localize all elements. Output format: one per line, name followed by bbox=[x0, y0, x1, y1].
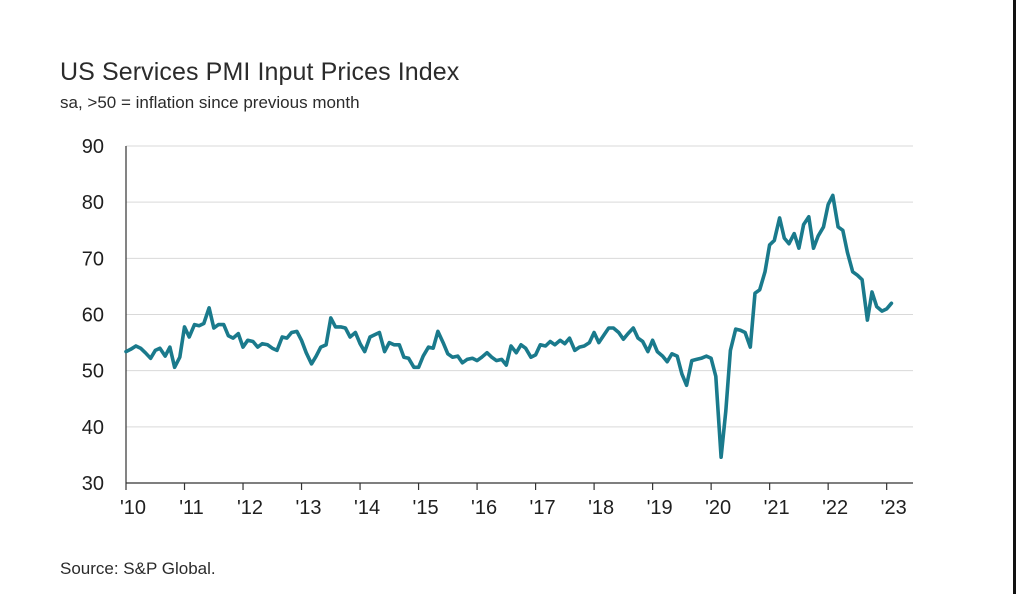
x-tick-label: '14 bbox=[354, 497, 380, 519]
axes bbox=[125, 146, 913, 490]
frame-border bbox=[1013, 0, 1016, 594]
x-tick-label: '18 bbox=[588, 497, 614, 519]
x-tick-label: '21 bbox=[764, 497, 790, 519]
y-tick-label: 40 bbox=[82, 417, 104, 439]
x-tick-label: '17 bbox=[530, 497, 556, 519]
y-tick-label: 90 bbox=[82, 136, 104, 158]
source-note: Source: S&P Global. bbox=[60, 559, 216, 578]
x-tick-label: '13 bbox=[295, 497, 321, 519]
x-tick-label: '12 bbox=[237, 497, 263, 519]
x-tick-label: '16 bbox=[471, 497, 497, 519]
x-tick-label: '19 bbox=[647, 497, 673, 519]
chart-subtitle: sa, >50 = inflation since previous month bbox=[60, 93, 360, 112]
x-tick-label: '11 bbox=[179, 497, 204, 519]
x-tick-label: '23 bbox=[881, 497, 907, 519]
x-tick-label: '22 bbox=[822, 497, 848, 519]
gridlines bbox=[126, 145, 913, 428]
y-tick-label: 50 bbox=[82, 361, 104, 383]
x-tick-label: '15 bbox=[413, 497, 439, 519]
series-group bbox=[124, 193, 894, 459]
x-axis-tick-labels: '10 '11 '12 '13 '14 '15 '16 '17 '18 '19 '20 '21 '22 '… bbox=[120, 497, 907, 519]
y-tick-label: 30 bbox=[82, 473, 104, 495]
y-axis-tick-labels: 30 40 50 60 70 80 90 bbox=[82, 136, 104, 495]
series-line-0 bbox=[124, 193, 894, 459]
y-tick-label: 70 bbox=[82, 248, 104, 270]
x-tick-label: '20 bbox=[705, 497, 731, 519]
y-tick-label: 80 bbox=[82, 192, 104, 214]
y-tick-label: 60 bbox=[82, 305, 104, 327]
x-tick-label: '10 bbox=[120, 497, 146, 519]
chart-title: US Services PMI Input Prices Index bbox=[60, 58, 460, 86]
